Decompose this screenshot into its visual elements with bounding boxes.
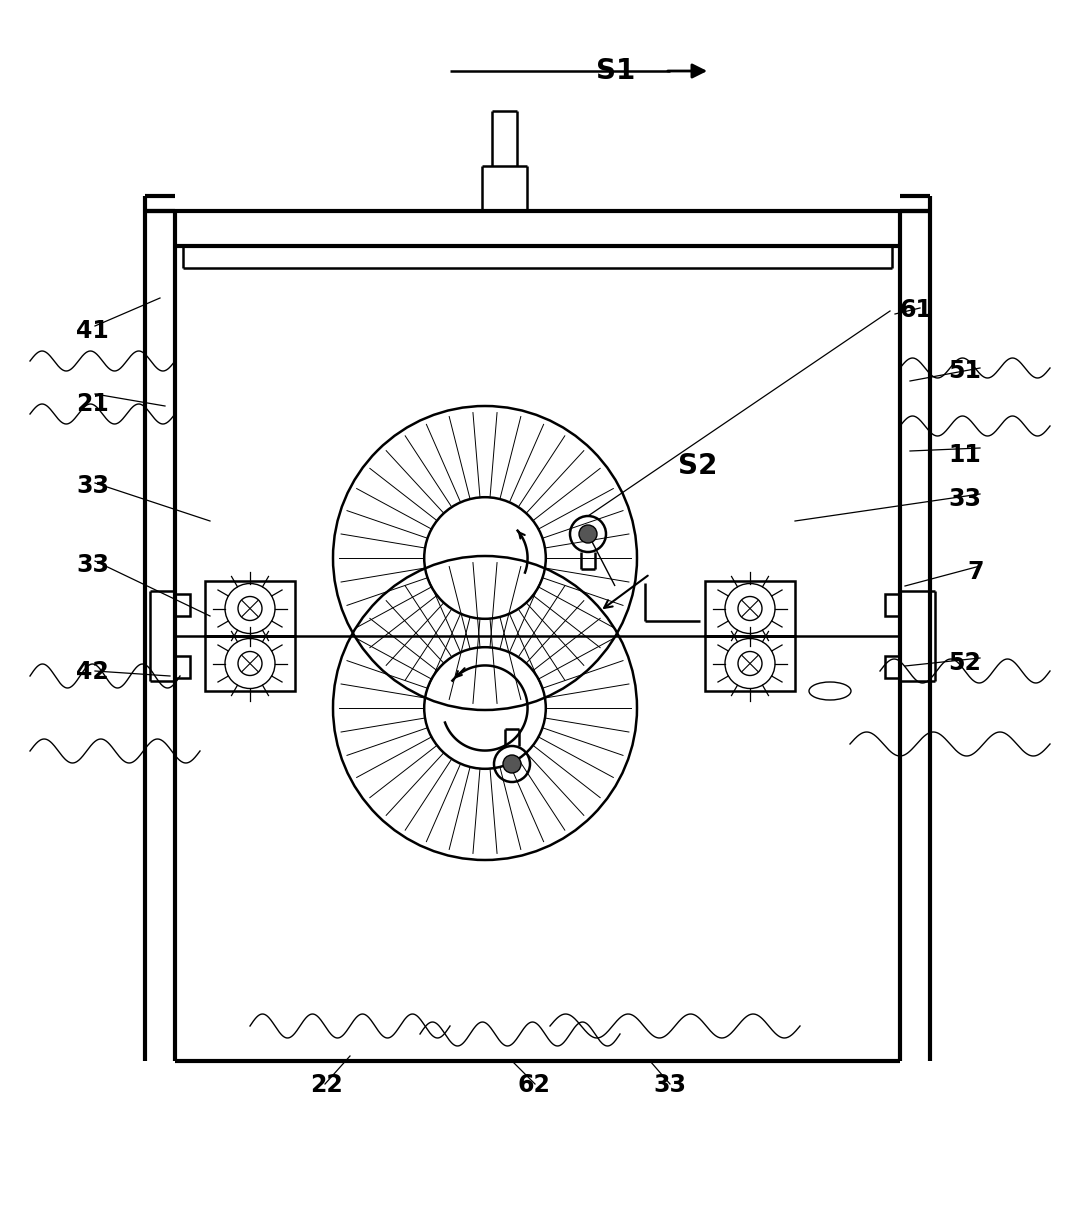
Text: 33: 33: [654, 1073, 687, 1097]
Text: 21: 21: [76, 392, 109, 416]
Text: 22: 22: [311, 1073, 343, 1097]
Text: 33: 33: [76, 474, 109, 499]
Text: 11: 11: [948, 443, 981, 467]
Text: S2: S2: [678, 451, 717, 480]
Text: 41: 41: [76, 319, 109, 343]
Bar: [175, 655, 190, 679]
Bar: [175, 593, 190, 617]
Text: 33: 33: [76, 553, 109, 578]
Text: 52: 52: [948, 651, 981, 675]
Text: 33: 33: [948, 486, 981, 511]
Text: 62: 62: [518, 1073, 550, 1097]
Bar: [705, 636, 795, 691]
Bar: [885, 655, 900, 679]
Text: 51: 51: [948, 359, 981, 383]
Bar: [705, 581, 795, 636]
Text: S1: S1: [596, 56, 635, 85]
Bar: [205, 581, 295, 636]
Bar: [885, 593, 900, 617]
Circle shape: [502, 755, 521, 773]
Bar: [205, 636, 295, 691]
Text: 7: 7: [967, 559, 984, 584]
Text: 42: 42: [76, 660, 109, 685]
Circle shape: [579, 525, 597, 544]
Text: 61: 61: [899, 298, 932, 322]
